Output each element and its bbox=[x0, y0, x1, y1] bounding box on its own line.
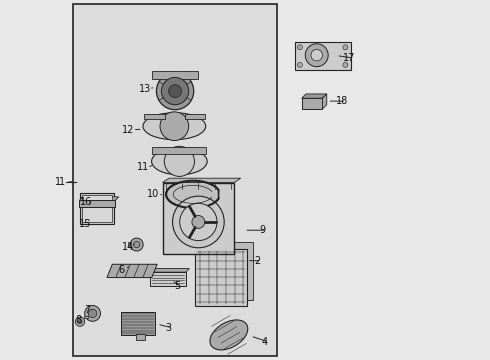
Text: 6: 6 bbox=[118, 265, 124, 275]
Circle shape bbox=[88, 309, 97, 318]
Text: 13: 13 bbox=[139, 84, 151, 94]
Circle shape bbox=[133, 241, 140, 248]
Bar bbox=[150, 272, 186, 286]
Text: 2: 2 bbox=[254, 256, 261, 266]
Bar bbox=[185, 114, 205, 119]
Ellipse shape bbox=[151, 148, 207, 175]
Polygon shape bbox=[302, 94, 327, 98]
Circle shape bbox=[130, 238, 143, 251]
Bar bbox=[163, 183, 234, 254]
Text: 3: 3 bbox=[165, 323, 171, 333]
Bar bbox=[152, 147, 206, 154]
Circle shape bbox=[164, 146, 195, 176]
Bar bbox=[84, 316, 88, 319]
Text: 9: 9 bbox=[260, 225, 266, 235]
Circle shape bbox=[172, 196, 224, 248]
Polygon shape bbox=[163, 178, 241, 183]
Circle shape bbox=[85, 306, 100, 321]
Text: 7: 7 bbox=[84, 305, 90, 315]
Bar bbox=[152, 71, 198, 78]
Text: 8: 8 bbox=[75, 315, 81, 325]
Circle shape bbox=[305, 44, 328, 67]
Circle shape bbox=[192, 216, 205, 228]
Text: 17: 17 bbox=[343, 53, 355, 63]
Bar bbox=[136, 334, 145, 339]
Text: 14: 14 bbox=[122, 242, 135, 252]
Bar bbox=[80, 193, 114, 224]
Polygon shape bbox=[79, 197, 119, 201]
Text: 1: 1 bbox=[59, 177, 65, 187]
Bar bbox=[73, 4, 277, 356]
Circle shape bbox=[78, 319, 82, 324]
Bar bbox=[195, 249, 247, 306]
Circle shape bbox=[156, 72, 194, 110]
Text: 18: 18 bbox=[336, 96, 348, 106]
Bar bbox=[144, 114, 166, 119]
Polygon shape bbox=[166, 181, 219, 208]
Bar bbox=[122, 312, 155, 335]
Circle shape bbox=[343, 45, 348, 50]
Bar bbox=[82, 195, 112, 222]
Text: 12: 12 bbox=[122, 125, 135, 135]
Circle shape bbox=[311, 49, 322, 61]
Circle shape bbox=[75, 317, 85, 326]
Text: 10: 10 bbox=[147, 189, 160, 199]
Ellipse shape bbox=[210, 320, 248, 350]
Polygon shape bbox=[107, 264, 157, 278]
Bar bbox=[295, 41, 351, 69]
Ellipse shape bbox=[143, 113, 206, 140]
Text: 4: 4 bbox=[262, 337, 268, 347]
Circle shape bbox=[297, 62, 302, 67]
Circle shape bbox=[180, 203, 217, 240]
Text: 16: 16 bbox=[80, 197, 93, 207]
Bar bbox=[302, 98, 322, 109]
Polygon shape bbox=[322, 94, 327, 109]
Bar bbox=[79, 201, 115, 207]
Polygon shape bbox=[201, 242, 253, 300]
Circle shape bbox=[160, 112, 189, 140]
Bar bbox=[128, 242, 137, 247]
Text: 5: 5 bbox=[174, 281, 180, 291]
Circle shape bbox=[169, 85, 181, 98]
Circle shape bbox=[343, 62, 348, 67]
Text: 11: 11 bbox=[137, 162, 149, 172]
Text: 1: 1 bbox=[55, 177, 61, 187]
Circle shape bbox=[161, 77, 189, 105]
Polygon shape bbox=[150, 269, 190, 272]
Text: 15: 15 bbox=[78, 219, 91, 229]
Circle shape bbox=[297, 45, 302, 50]
